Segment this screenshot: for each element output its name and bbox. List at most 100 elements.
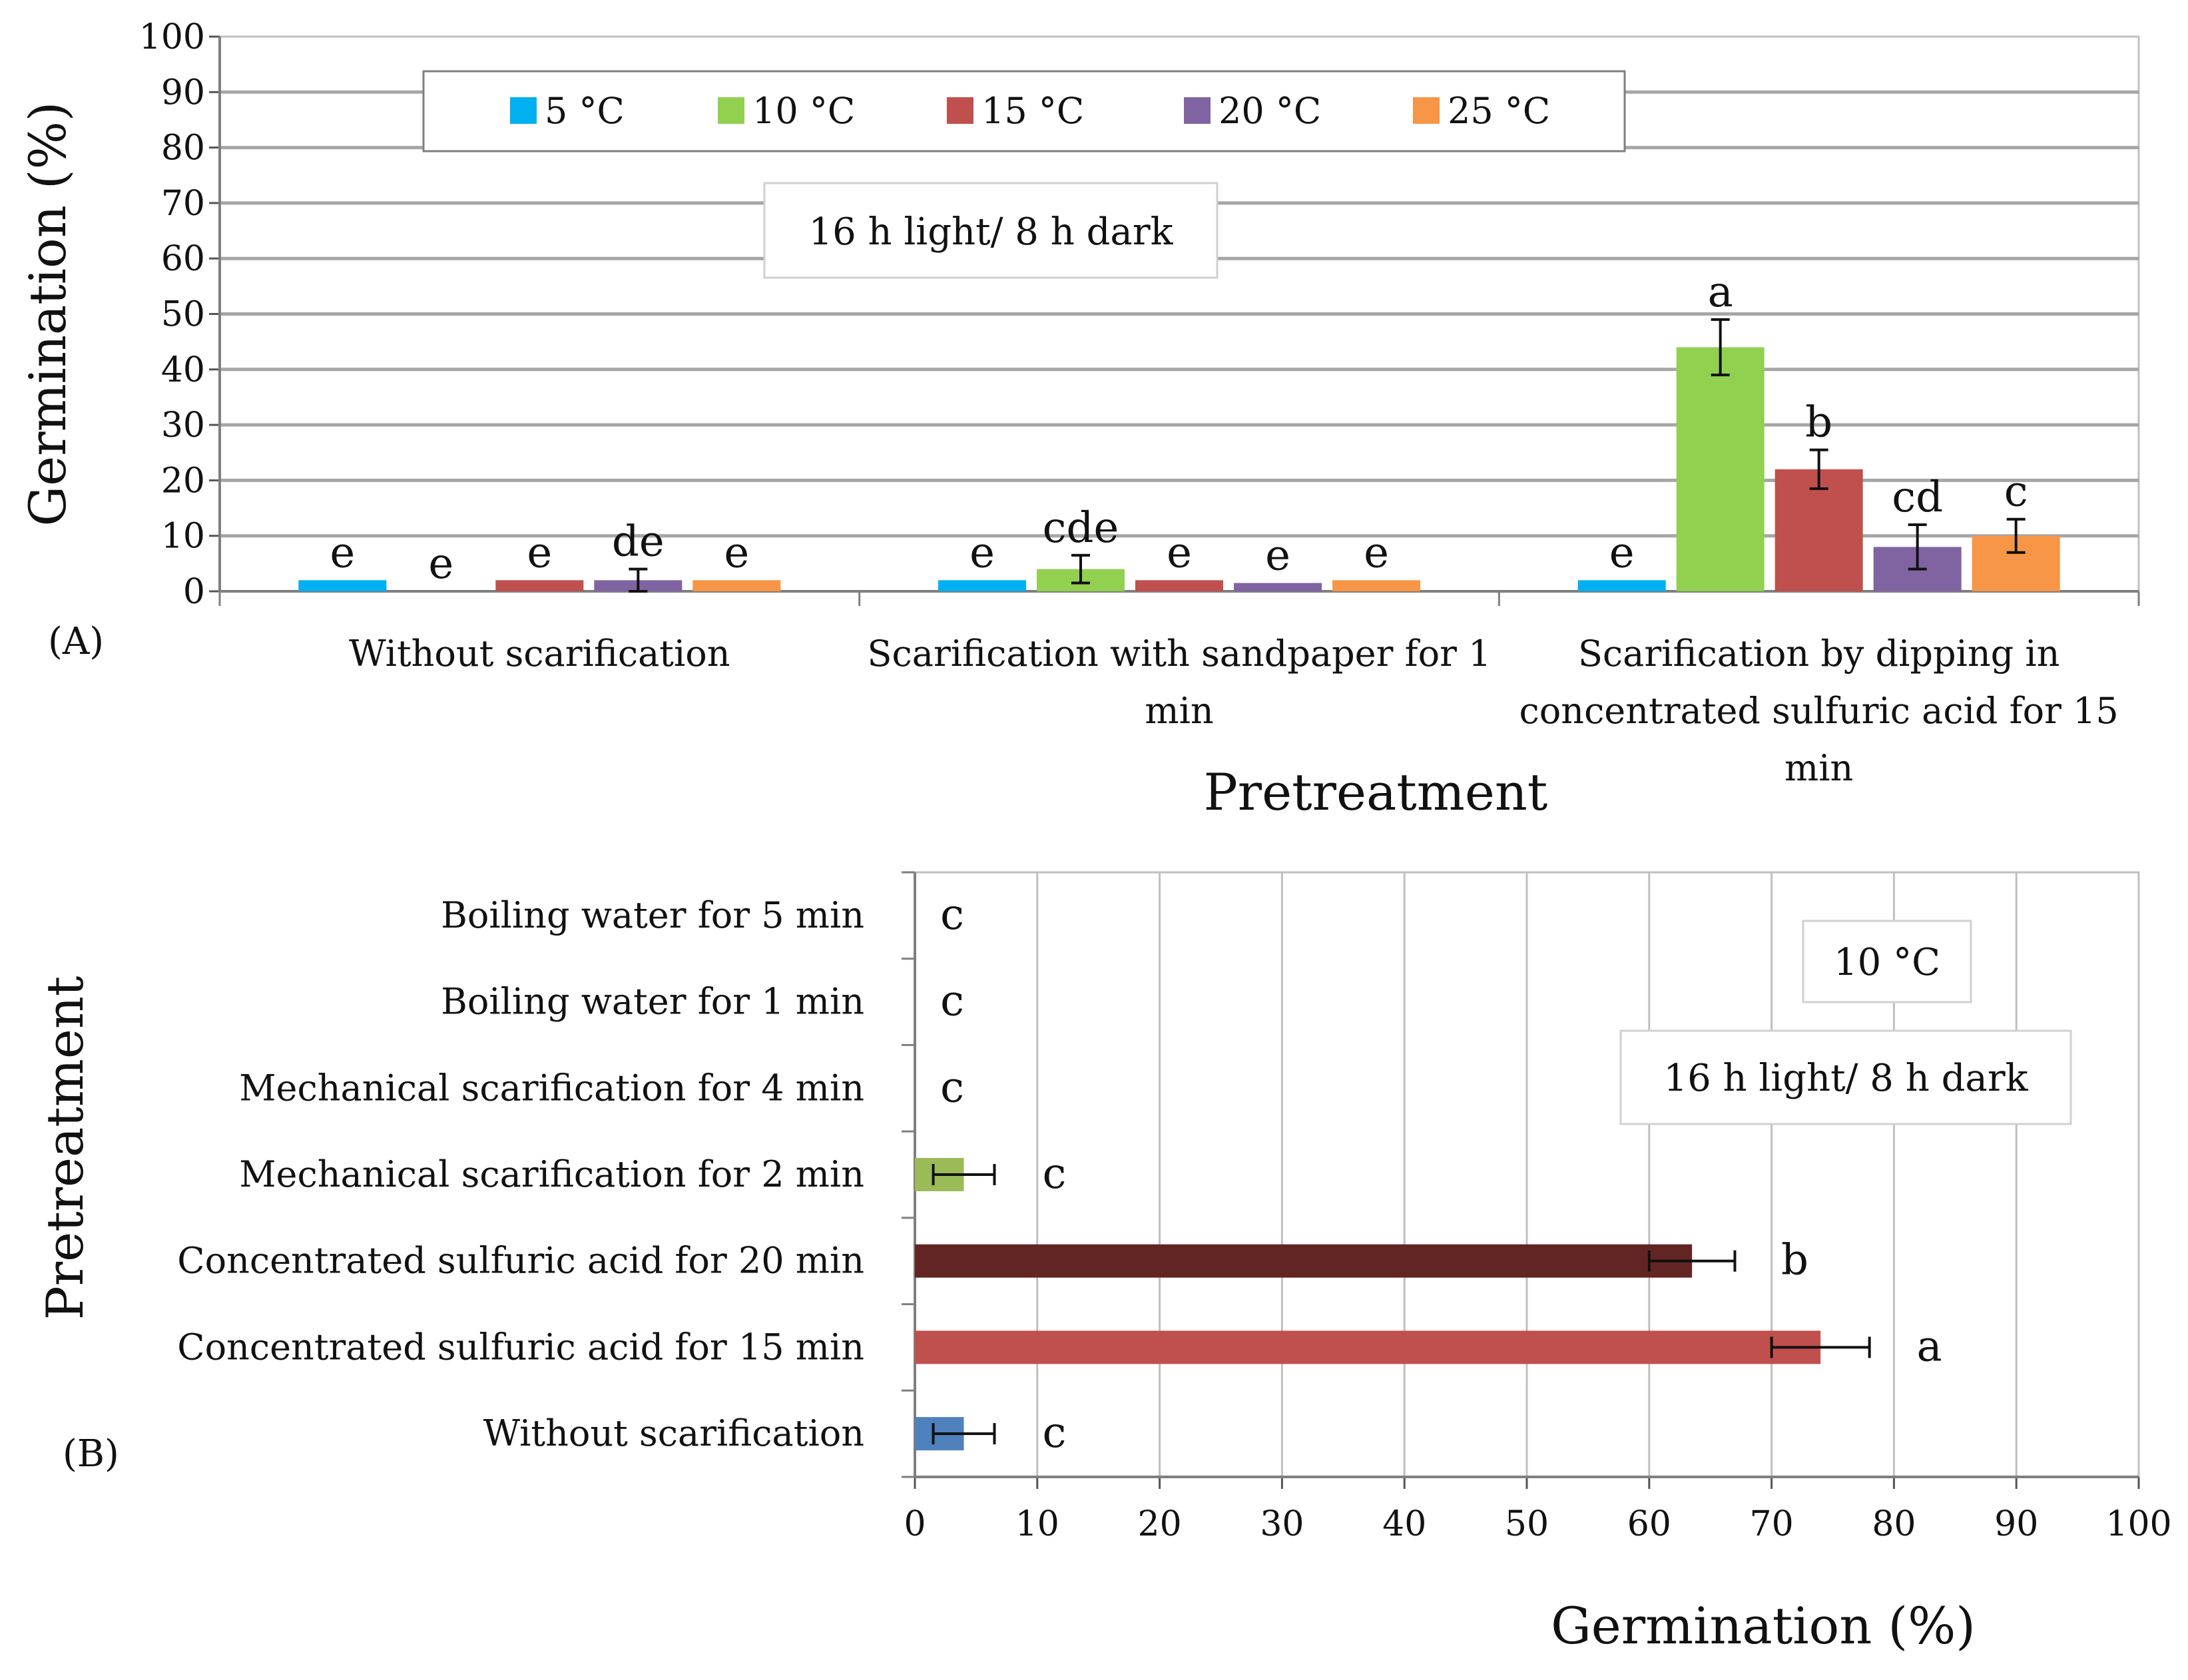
significance-letter-a: e bbox=[724, 528, 749, 577]
bar-a bbox=[1234, 583, 1322, 591]
legend-swatch-a bbox=[1413, 97, 1440, 124]
y-tick-label-a: 40 bbox=[161, 350, 205, 390]
y-tick-label-a: 60 bbox=[161, 239, 205, 279]
significance-letter-a: e bbox=[969, 528, 995, 577]
category-label-b: Boiling water for 1 min bbox=[441, 981, 864, 1023]
y-tick-label-a: 10 bbox=[161, 517, 205, 557]
category-label-line-a: min bbox=[1145, 690, 1213, 732]
significance-letter-a: e bbox=[330, 528, 355, 577]
x-axis-title-a: Pretreatment bbox=[1204, 762, 1548, 822]
bar-a bbox=[1332, 580, 1420, 591]
y-tick-label-a: 20 bbox=[161, 461, 205, 501]
y-axis-title-a: Germination (%) bbox=[18, 102, 77, 527]
annotation-text-b2: 16 h light/ 8 h dark bbox=[1663, 1057, 2028, 1100]
legend-item-a: 15 °C bbox=[947, 90, 1084, 132]
category-label-line-a: Without scarification bbox=[349, 633, 730, 675]
chart-b: 0 10 20 30 40 50 60 70 80 90 100 Boiling water for … bbox=[35, 871, 2172, 1655]
bar-a bbox=[938, 580, 1026, 591]
x-tick-label-b: 60 bbox=[1627, 1504, 1671, 1544]
legend-item-a: 5 °C bbox=[510, 90, 625, 132]
panel-label-a: (A) bbox=[48, 620, 104, 663]
significance-letter-a: cde bbox=[1043, 503, 1119, 553]
x-tick-label-b: 80 bbox=[1872, 1504, 1916, 1544]
significance-letter-b: c bbox=[1043, 1149, 1067, 1199]
significance-letter-b: b bbox=[1781, 1236, 1808, 1285]
significance-letter-a: a bbox=[1708, 268, 1733, 317]
annotation-box-b1 bbox=[1802, 920, 1972, 1003]
significance-letter-a: b bbox=[1805, 398, 1832, 447]
category-label-a: Scarification by dipping in concentrated … bbox=[1519, 633, 2119, 789]
bar-a bbox=[1135, 580, 1223, 591]
y-tick-label-a: 30 bbox=[161, 406, 205, 445]
legend-a: 5 °C 10 °C 15 °C 20 °C 25 °C bbox=[422, 70, 1626, 152]
legend-item-a: 20 °C bbox=[1184, 90, 1321, 132]
legend-swatch-a bbox=[718, 97, 744, 124]
legend-item-a: 10 °C bbox=[718, 90, 855, 132]
y-tick-label-a: 80 bbox=[161, 129, 205, 168]
category-label-line-a: Scarification by dipping in bbox=[1578, 633, 2059, 675]
y-tick-label-a: 50 bbox=[161, 295, 205, 335]
bar-a bbox=[692, 580, 781, 591]
category-label-b: Without scarification bbox=[483, 1412, 864, 1454]
significance-letter-a: e bbox=[1609, 528, 1635, 577]
y-tick-label-a: 70 bbox=[161, 184, 205, 224]
legend-label-a: 5 °C bbox=[545, 90, 625, 132]
x-tick-label-b: 50 bbox=[1505, 1504, 1549, 1544]
significance-letter-b: c bbox=[940, 1063, 964, 1112]
significance-letter-b: a bbox=[1917, 1322, 1942, 1371]
legend-item-a: 25 °C bbox=[1413, 90, 1550, 132]
x-tick-label-b: 90 bbox=[1994, 1504, 2038, 1544]
x-tick-label-b: 70 bbox=[1750, 1504, 1794, 1544]
significance-letter-a: cd bbox=[1892, 473, 1943, 522]
x-tick-label-b: 0 bbox=[904, 1504, 926, 1544]
x-tick-label-b: 30 bbox=[1260, 1504, 1304, 1544]
significance-letter-b: c bbox=[940, 890, 964, 940]
panel-label-b: (B) bbox=[63, 1432, 119, 1476]
annotation-box-b2 bbox=[1619, 1029, 2072, 1125]
significance-letter-a: e bbox=[1265, 531, 1290, 581]
category-label-b: Mechanical scarification for 2 min bbox=[239, 1153, 864, 1195]
category-label-line-a: min bbox=[1784, 747, 1853, 789]
x-tick-label-b: 20 bbox=[1138, 1504, 1182, 1544]
legend-label-a: 20 °C bbox=[1219, 90, 1321, 132]
bar-b bbox=[915, 1244, 1693, 1278]
significance-letter-a: c bbox=[2004, 467, 2028, 517]
category-label-b: Concentrated sulfuric acid for 20 min bbox=[177, 1240, 864, 1282]
category-label-line-a: Scarification with sandpaper for 1 bbox=[868, 633, 1492, 675]
category-label-a: Without scarification bbox=[349, 633, 730, 675]
bar-b bbox=[915, 1330, 1821, 1364]
legend-label-a: 15 °C bbox=[981, 90, 1084, 132]
y-tick-label-a: 0 bbox=[183, 572, 205, 612]
y-tick-label-a: 100 bbox=[139, 17, 205, 57]
significance-letter-a: e bbox=[527, 528, 552, 577]
significance-letter-a: e bbox=[1167, 528, 1192, 577]
x-tick-label-b: 100 bbox=[2105, 1504, 2171, 1544]
legend-label-a: 25 °C bbox=[1448, 90, 1550, 132]
bar-a bbox=[495, 580, 584, 591]
significance-letter-a: de bbox=[612, 517, 665, 567]
chart-a: 0 10 20 30 40 50 60 70 80 90 100 Without scarificat… bbox=[18, 17, 2140, 822]
category-label-line-a: concentrated sulfuric acid for 15 bbox=[1519, 690, 2119, 732]
significance-letter-b: c bbox=[940, 977, 964, 1026]
significance-letter-a: e bbox=[1364, 528, 1389, 577]
bar-a bbox=[1676, 347, 1765, 591]
category-label-a: Scarification with sandpaper for 1 min bbox=[868, 633, 1492, 732]
category-label-b: Boiling water for 5 min bbox=[441, 894, 864, 936]
significance-letter-a: e bbox=[428, 539, 453, 589]
legend-swatch-a bbox=[947, 97, 973, 124]
y-tick-label-a: 90 bbox=[161, 73, 205, 113]
legend-swatch-a bbox=[1184, 97, 1211, 124]
x-tick-label-b: 40 bbox=[1382, 1504, 1426, 1544]
x-tick-label-b: 10 bbox=[1015, 1504, 1059, 1544]
significance-letter-b: c bbox=[1043, 1408, 1067, 1458]
y-axis-title-b: Pretreatment bbox=[35, 976, 95, 1320]
bar-a bbox=[1577, 580, 1666, 591]
annotation-box-a bbox=[763, 182, 1219, 279]
bar-a bbox=[298, 580, 387, 591]
legend-label-a: 10 °C bbox=[752, 90, 855, 132]
x-axis-title-b: Germination (%) bbox=[1551, 1596, 1976, 1655]
category-label-b: Mechanical scarification for 4 min bbox=[239, 1067, 864, 1109]
annotation-text-a: 16 h light/ 8 h dark bbox=[808, 210, 1173, 254]
annotation-text-b1: 10 °C bbox=[1834, 941, 1940, 984]
